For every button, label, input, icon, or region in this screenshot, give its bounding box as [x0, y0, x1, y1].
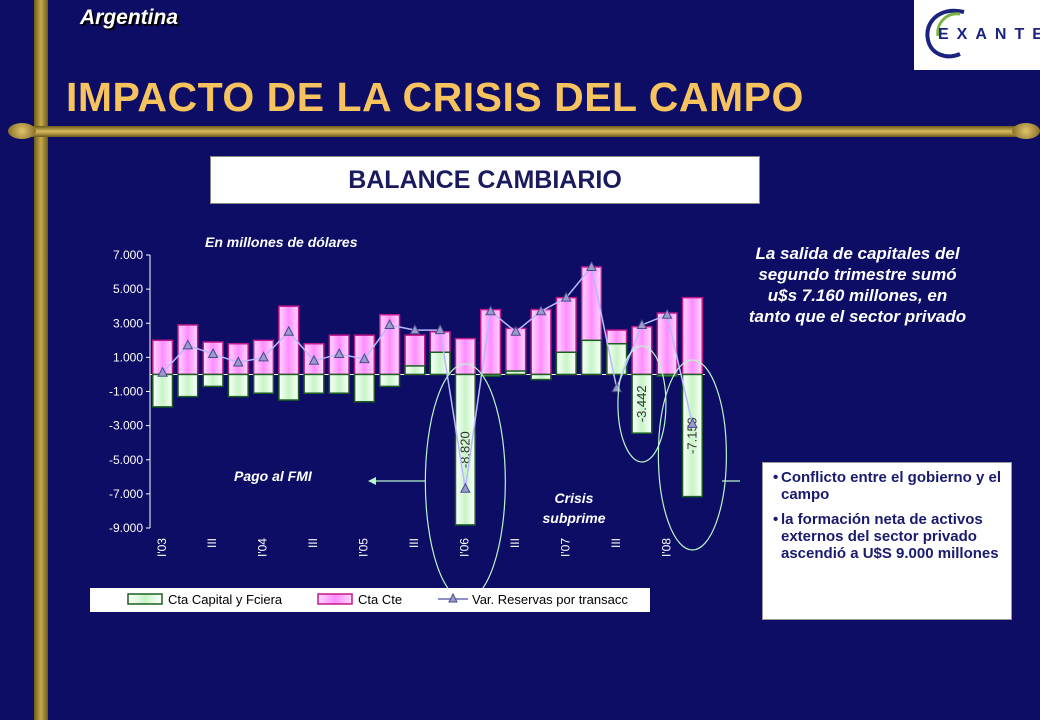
x-tick-label: III — [609, 538, 623, 548]
point-reservas — [636, 318, 648, 329]
y-tick-label: 3.000 — [113, 316, 143, 330]
x-tick-label: III — [508, 538, 522, 548]
bar-cta-capital — [404, 365, 426, 376]
point-reservas — [232, 356, 244, 367]
point-reservas — [333, 347, 345, 358]
page-title: IMPACTO DE LA CRISIS DEL CAMPO — [66, 74, 804, 120]
bar-cta-capital — [580, 339, 603, 376]
legend-swatch-cte — [317, 593, 353, 605]
bar-cta-capital — [530, 373, 552, 381]
legend-label: Cta Capital y Fciera — [168, 592, 283, 607]
gold-horizontal-bar — [20, 126, 1025, 137]
point-reservas — [207, 347, 219, 358]
point-reservas — [258, 351, 269, 362]
y-tick-label: 5.000 — [113, 282, 143, 296]
point-reservas — [687, 417, 698, 428]
logo-text: EXANTE — [938, 26, 1040, 43]
bar-cta-capital — [227, 373, 249, 398]
gold-vertical-bar — [34, 0, 48, 720]
legend-label: Var. Reservas por transacc — [472, 592, 628, 607]
point-reservas — [409, 324, 421, 335]
series-line-reservas — [162, 265, 694, 489]
country-label: Argentina — [80, 6, 179, 29]
point-reservas — [460, 482, 471, 493]
bar-cta-cte — [681, 296, 703, 376]
point-reservas — [661, 308, 673, 319]
bar-cta-cte — [454, 337, 476, 376]
bar-cta-cte — [202, 341, 224, 376]
bar-cta-cte — [530, 308, 552, 376]
logo-swoosh-icon — [925, 8, 965, 59]
bar-cta-capital — [379, 373, 401, 388]
bar-chart: 7.000 5.000 3.000 1.000 -1.000 -3.000 -5.000 -7… — [90, 248, 740, 612]
x-tick-label: I'05 — [357, 538, 371, 557]
y-tick-label: 7.000 — [113, 248, 143, 262]
y-tick-label: 1.000 — [113, 350, 143, 364]
bar-cta-capital — [278, 373, 300, 401]
callout-item: Conflicto entre el gobierno y el campo — [773, 469, 1003, 503]
y-tick-label: -1.000 — [109, 385, 143, 399]
chart-units-label: En millones de dólares — [205, 234, 358, 250]
bar-cta-cte — [177, 324, 199, 376]
bar-cta-capital — [177, 373, 199, 398]
bar-cta-capital — [555, 351, 577, 376]
gold-bar-cap-left — [8, 123, 36, 139]
legend-box — [90, 588, 650, 612]
callout-box: Conflicto entre el gobierno y el campo l… — [762, 462, 1012, 620]
highlight-ellipse — [617, 345, 667, 463]
bar-cta-capital — [303, 373, 325, 394]
legend-marker-icon — [448, 592, 458, 603]
point-reservas — [535, 305, 547, 316]
point-reservas — [359, 353, 370, 364]
bar-cta-capital — [202, 373, 224, 388]
highlight-ellipse — [657, 359, 727, 551]
x-tick-label: I'03 — [155, 538, 169, 557]
point-reservas — [560, 291, 572, 302]
bar-cta-capital — [479, 373, 502, 377]
x-tick-label: III — [407, 538, 421, 548]
x-tick-label: I'04 — [256, 538, 270, 557]
bar-cta-capital — [252, 373, 275, 394]
bar-cta-cte — [631, 325, 653, 376]
chart-subtitle: BALANCE CAMBIARIO — [210, 156, 760, 204]
point-reservas — [485, 305, 496, 316]
legend-swatch-capital — [127, 593, 163, 605]
point-reservas — [283, 325, 295, 336]
gold-bar-cap-right — [1012, 123, 1040, 139]
point-reservas — [434, 324, 446, 335]
bar-cta-capital — [656, 373, 678, 377]
y-tick-label: -5.000 — [109, 453, 143, 467]
point-reservas — [384, 318, 395, 329]
x-tick-label: I'06 — [458, 538, 472, 557]
legend-label: Cta Cte — [358, 592, 402, 607]
company-logo: EXANTE — [914, 0, 1040, 70]
bar-cta-capital — [152, 373, 174, 408]
point-reservas — [586, 260, 597, 271]
data-label: -3.442 — [634, 385, 649, 422]
x-tick-label: I'07 — [558, 538, 572, 557]
y-tick-label: -3.000 — [109, 419, 143, 433]
point-reservas — [182, 339, 194, 350]
side-note: La salida de capitales del segundo trime… — [748, 244, 967, 326]
bar-cta-capital — [631, 373, 653, 434]
point-reservas — [157, 366, 168, 377]
x-tick-label: I'08 — [659, 538, 673, 557]
y-tick-label: -7.000 — [109, 487, 143, 501]
bar-cta-capital — [353, 373, 376, 403]
arrow-head-icon — [368, 477, 376, 485]
y-tick-label: -9.000 — [109, 521, 143, 535]
x-tick-label: III — [205, 538, 219, 548]
bar-cta-capital — [505, 370, 527, 376]
callout-item: la formación neta de activos externos de… — [773, 511, 1003, 562]
annotation-crisis: Crisis subprime — [542, 490, 606, 526]
bar-cta-capital — [454, 373, 476, 526]
x-tick-label: III — [306, 538, 320, 548]
point-reservas — [308, 354, 320, 365]
annotation-pago-fmi: Pago al FMI — [234, 468, 312, 484]
point-reservas — [510, 325, 522, 336]
bar-cta-capital — [328, 373, 350, 394]
